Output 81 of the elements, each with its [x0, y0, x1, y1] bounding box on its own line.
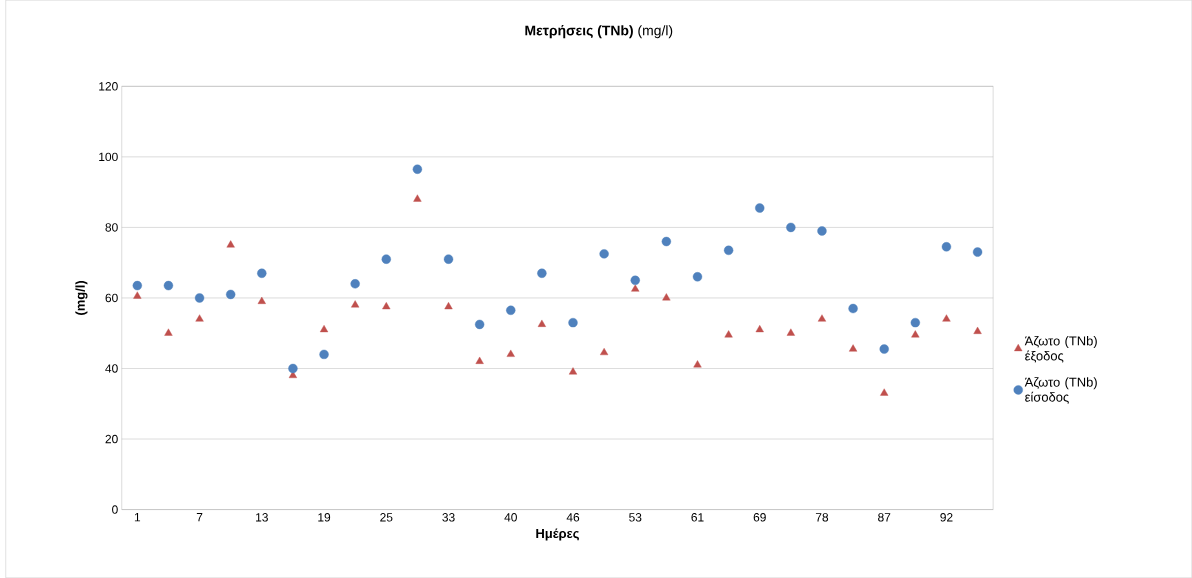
point [880, 388, 889, 396]
x-tick-label: 78 [815, 513, 829, 522]
point [351, 300, 360, 308]
x-tick-label: 7 [196, 513, 203, 522]
x-tick-label: 69 [753, 513, 766, 522]
x-tick-label: 40 [504, 513, 517, 522]
point [164, 328, 173, 336]
point [942, 314, 951, 322]
y-tick-label: 100 [99, 152, 118, 162]
x-tick-label: 92 [940, 513, 953, 522]
point [662, 293, 671, 301]
point [692, 272, 703, 282]
point [350, 279, 360, 289]
y-tick-label: 20 [105, 434, 118, 444]
point [879, 344, 889, 354]
point [693, 360, 702, 368]
x-tick-label: 33 [442, 513, 455, 522]
y-tick-label: 60 [105, 293, 118, 303]
point [568, 367, 578, 375]
point [506, 349, 515, 357]
point [849, 344, 858, 352]
x-tick-label: 13 [256, 513, 268, 522]
point [723, 245, 734, 256]
point [848, 303, 858, 314]
point [941, 242, 952, 252]
point [817, 314, 827, 322]
y-tick-label: 120 [99, 82, 118, 91]
point [630, 275, 640, 285]
y-tick-label: 80 [105, 223, 118, 232]
point [755, 203, 765, 213]
y-axis-title: (mg/l) [75, 280, 88, 315]
point [786, 328, 795, 336]
point [537, 268, 547, 278]
point [443, 254, 454, 264]
chart-title: Μετρήσεις (TNb) (mg/l) [525, 24, 673, 39]
point [817, 226, 827, 236]
point [257, 268, 267, 278]
x-tick-label: 61 [691, 513, 704, 522]
y-tick-label: 40 [105, 364, 118, 373]
point [132, 280, 142, 291]
point [755, 325, 764, 333]
x-tick-label: 25 [380, 513, 393, 522]
point [724, 330, 733, 338]
x-axis-title: Ημέρες [536, 528, 579, 541]
point [786, 222, 796, 233]
point [599, 249, 609, 259]
point [568, 317, 578, 328]
legend-label: Άζωτο (TNb) είσοδος [1024, 377, 1097, 404]
x-tick-label: 46 [566, 513, 580, 522]
point [537, 319, 546, 327]
point [257, 296, 266, 304]
point [631, 284, 640, 292]
point [195, 314, 204, 322]
point [474, 319, 485, 330]
y-tick-label: 0 [112, 505, 118, 514]
x-tick-label: 1 [134, 513, 141, 522]
point [972, 247, 983, 257]
point [911, 330, 920, 338]
point [194, 293, 205, 303]
point [661, 236, 672, 247]
point [319, 349, 329, 360]
point [506, 305, 516, 315]
legend-label: Άζωτο (TNb) έξοδος [1024, 335, 1097, 363]
point [413, 194, 422, 202]
point [288, 363, 298, 374]
point [412, 164, 423, 174]
point [133, 291, 142, 299]
point [973, 326, 982, 334]
point [475, 356, 484, 364]
x-tick-label: 87 [878, 513, 891, 522]
point [163, 280, 174, 291]
x-tick-label: 53 [629, 513, 642, 522]
point [600, 347, 609, 356]
point [382, 302, 391, 310]
point [444, 302, 453, 310]
point [381, 254, 391, 264]
point [319, 325, 329, 333]
x-tick-label: 19 [318, 513, 331, 522]
point [226, 240, 235, 248]
point [226, 289, 236, 300]
point [910, 317, 921, 328]
